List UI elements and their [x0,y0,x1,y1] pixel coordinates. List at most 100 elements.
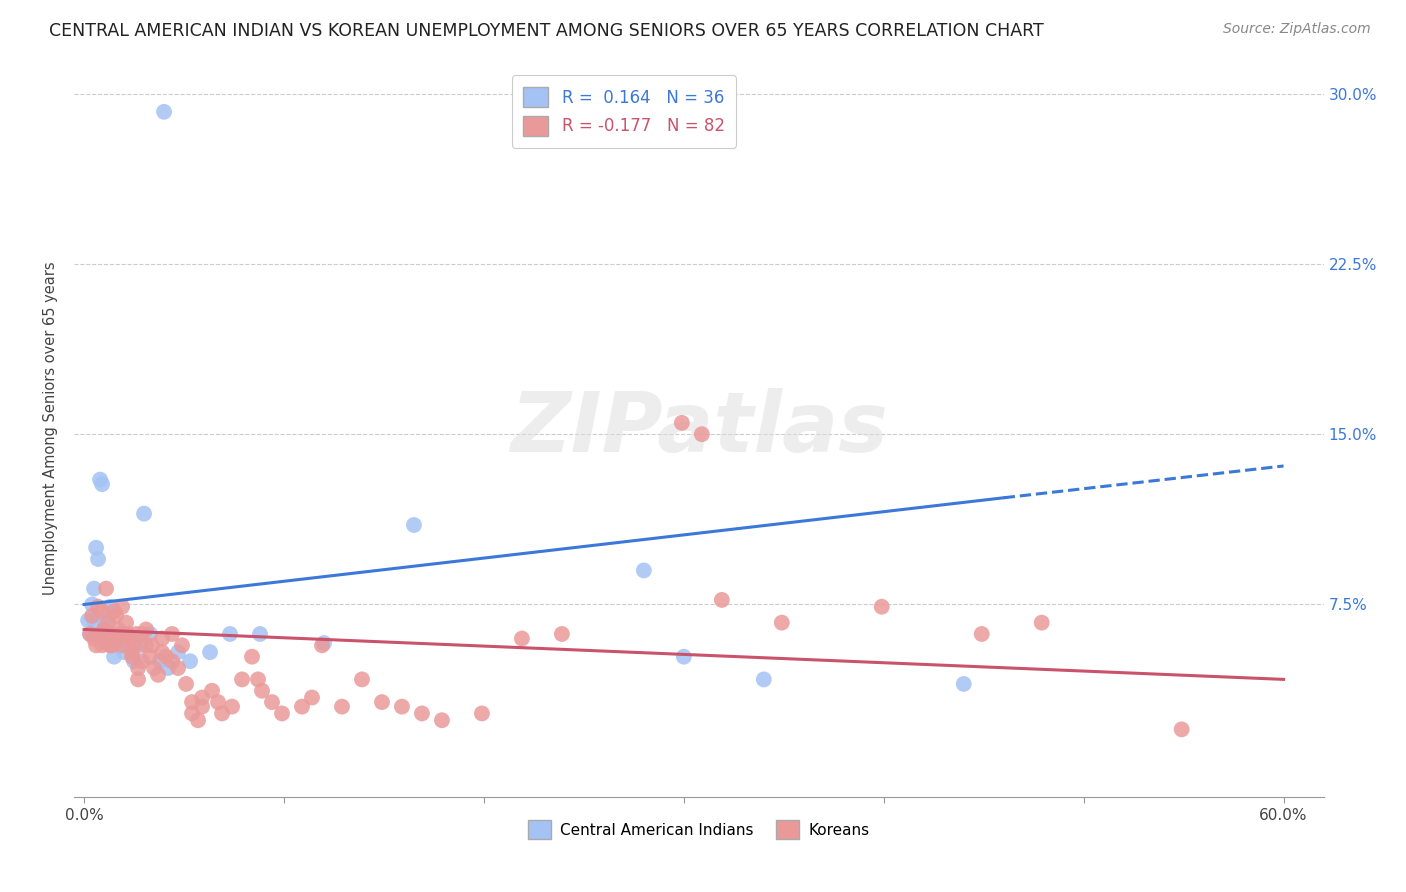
Point [510,632,533,646]
Point [108,627,131,641]
Point [970,627,993,641]
Point [120,632,142,646]
Point [770,615,793,630]
Point [84,638,107,652]
Point [174,677,197,691]
Point [371,695,394,709]
Point [103,649,125,664]
Point [1031,615,1053,630]
Point [141,638,163,652]
Point [211,706,233,721]
Point [108,638,131,652]
Point [411,706,433,721]
Point [207,695,229,709]
Point [87,552,110,566]
Point [250,683,273,698]
Point [107,632,129,646]
Point [84,541,107,555]
Point [219,627,242,641]
Point [291,699,314,714]
Point [150,632,173,646]
Legend: Central American Indians, Koreans: Central American Indians, Koreans [522,814,876,845]
Point [107,632,129,646]
Point [94,582,117,596]
Point [139,649,162,664]
Point [150,645,173,659]
Point [870,599,893,614]
Point [131,654,153,668]
Point [690,427,713,442]
Point [191,699,214,714]
Point [127,661,149,675]
Point [221,699,243,714]
Point [94,613,117,627]
Point [132,507,155,521]
Point [83,613,105,627]
Point [402,518,425,533]
Point [91,604,114,618]
Point [710,593,733,607]
Point [97,615,120,630]
Point [157,661,180,675]
Point [107,623,129,637]
Point [301,690,323,705]
Point [122,638,145,652]
Point [181,695,204,709]
Point [91,638,114,652]
Point [231,673,253,687]
Point [633,563,655,577]
Text: ZIPatlas: ZIPatlas [510,388,887,469]
Point [752,673,775,687]
Point [672,649,695,664]
Point [79,627,101,641]
Point [121,649,143,664]
Point [191,690,214,705]
Point [91,477,114,491]
Point [471,706,494,721]
Point [179,654,201,668]
Y-axis label: Unemployment Among Seniors over 65 years: Unemployment Among Seniors over 65 years [44,261,58,595]
Point [146,668,169,682]
Point [87,599,110,614]
Point [101,638,124,652]
Point [94,636,117,650]
Point [131,627,153,641]
Point [139,627,162,641]
Point [135,638,157,652]
Point [167,661,190,675]
Point [271,706,294,721]
Point [94,632,117,646]
Point [153,104,176,119]
Point [103,604,125,618]
Point [115,615,138,630]
Point [83,632,105,646]
Point [89,473,111,487]
Point [1170,723,1192,737]
Point [952,677,974,691]
Point [111,638,134,652]
Point [77,613,100,627]
Point [167,645,190,659]
Point [247,673,270,687]
Point [260,695,283,709]
Point [551,627,574,641]
Point [112,645,135,659]
Point [121,645,143,659]
Point [311,638,333,652]
Point [149,654,172,668]
Point [98,599,121,614]
Point [155,649,177,664]
Point [135,623,157,637]
Point [122,654,145,668]
Point [117,627,139,641]
Point [160,654,183,668]
Point [249,627,271,641]
Point [160,627,183,641]
Point [671,416,693,430]
Text: Source: ZipAtlas.com: Source: ZipAtlas.com [1223,22,1371,37]
Point [312,636,335,650]
Point [98,627,121,641]
Point [79,627,101,641]
Point [170,638,193,652]
Point [240,649,263,664]
